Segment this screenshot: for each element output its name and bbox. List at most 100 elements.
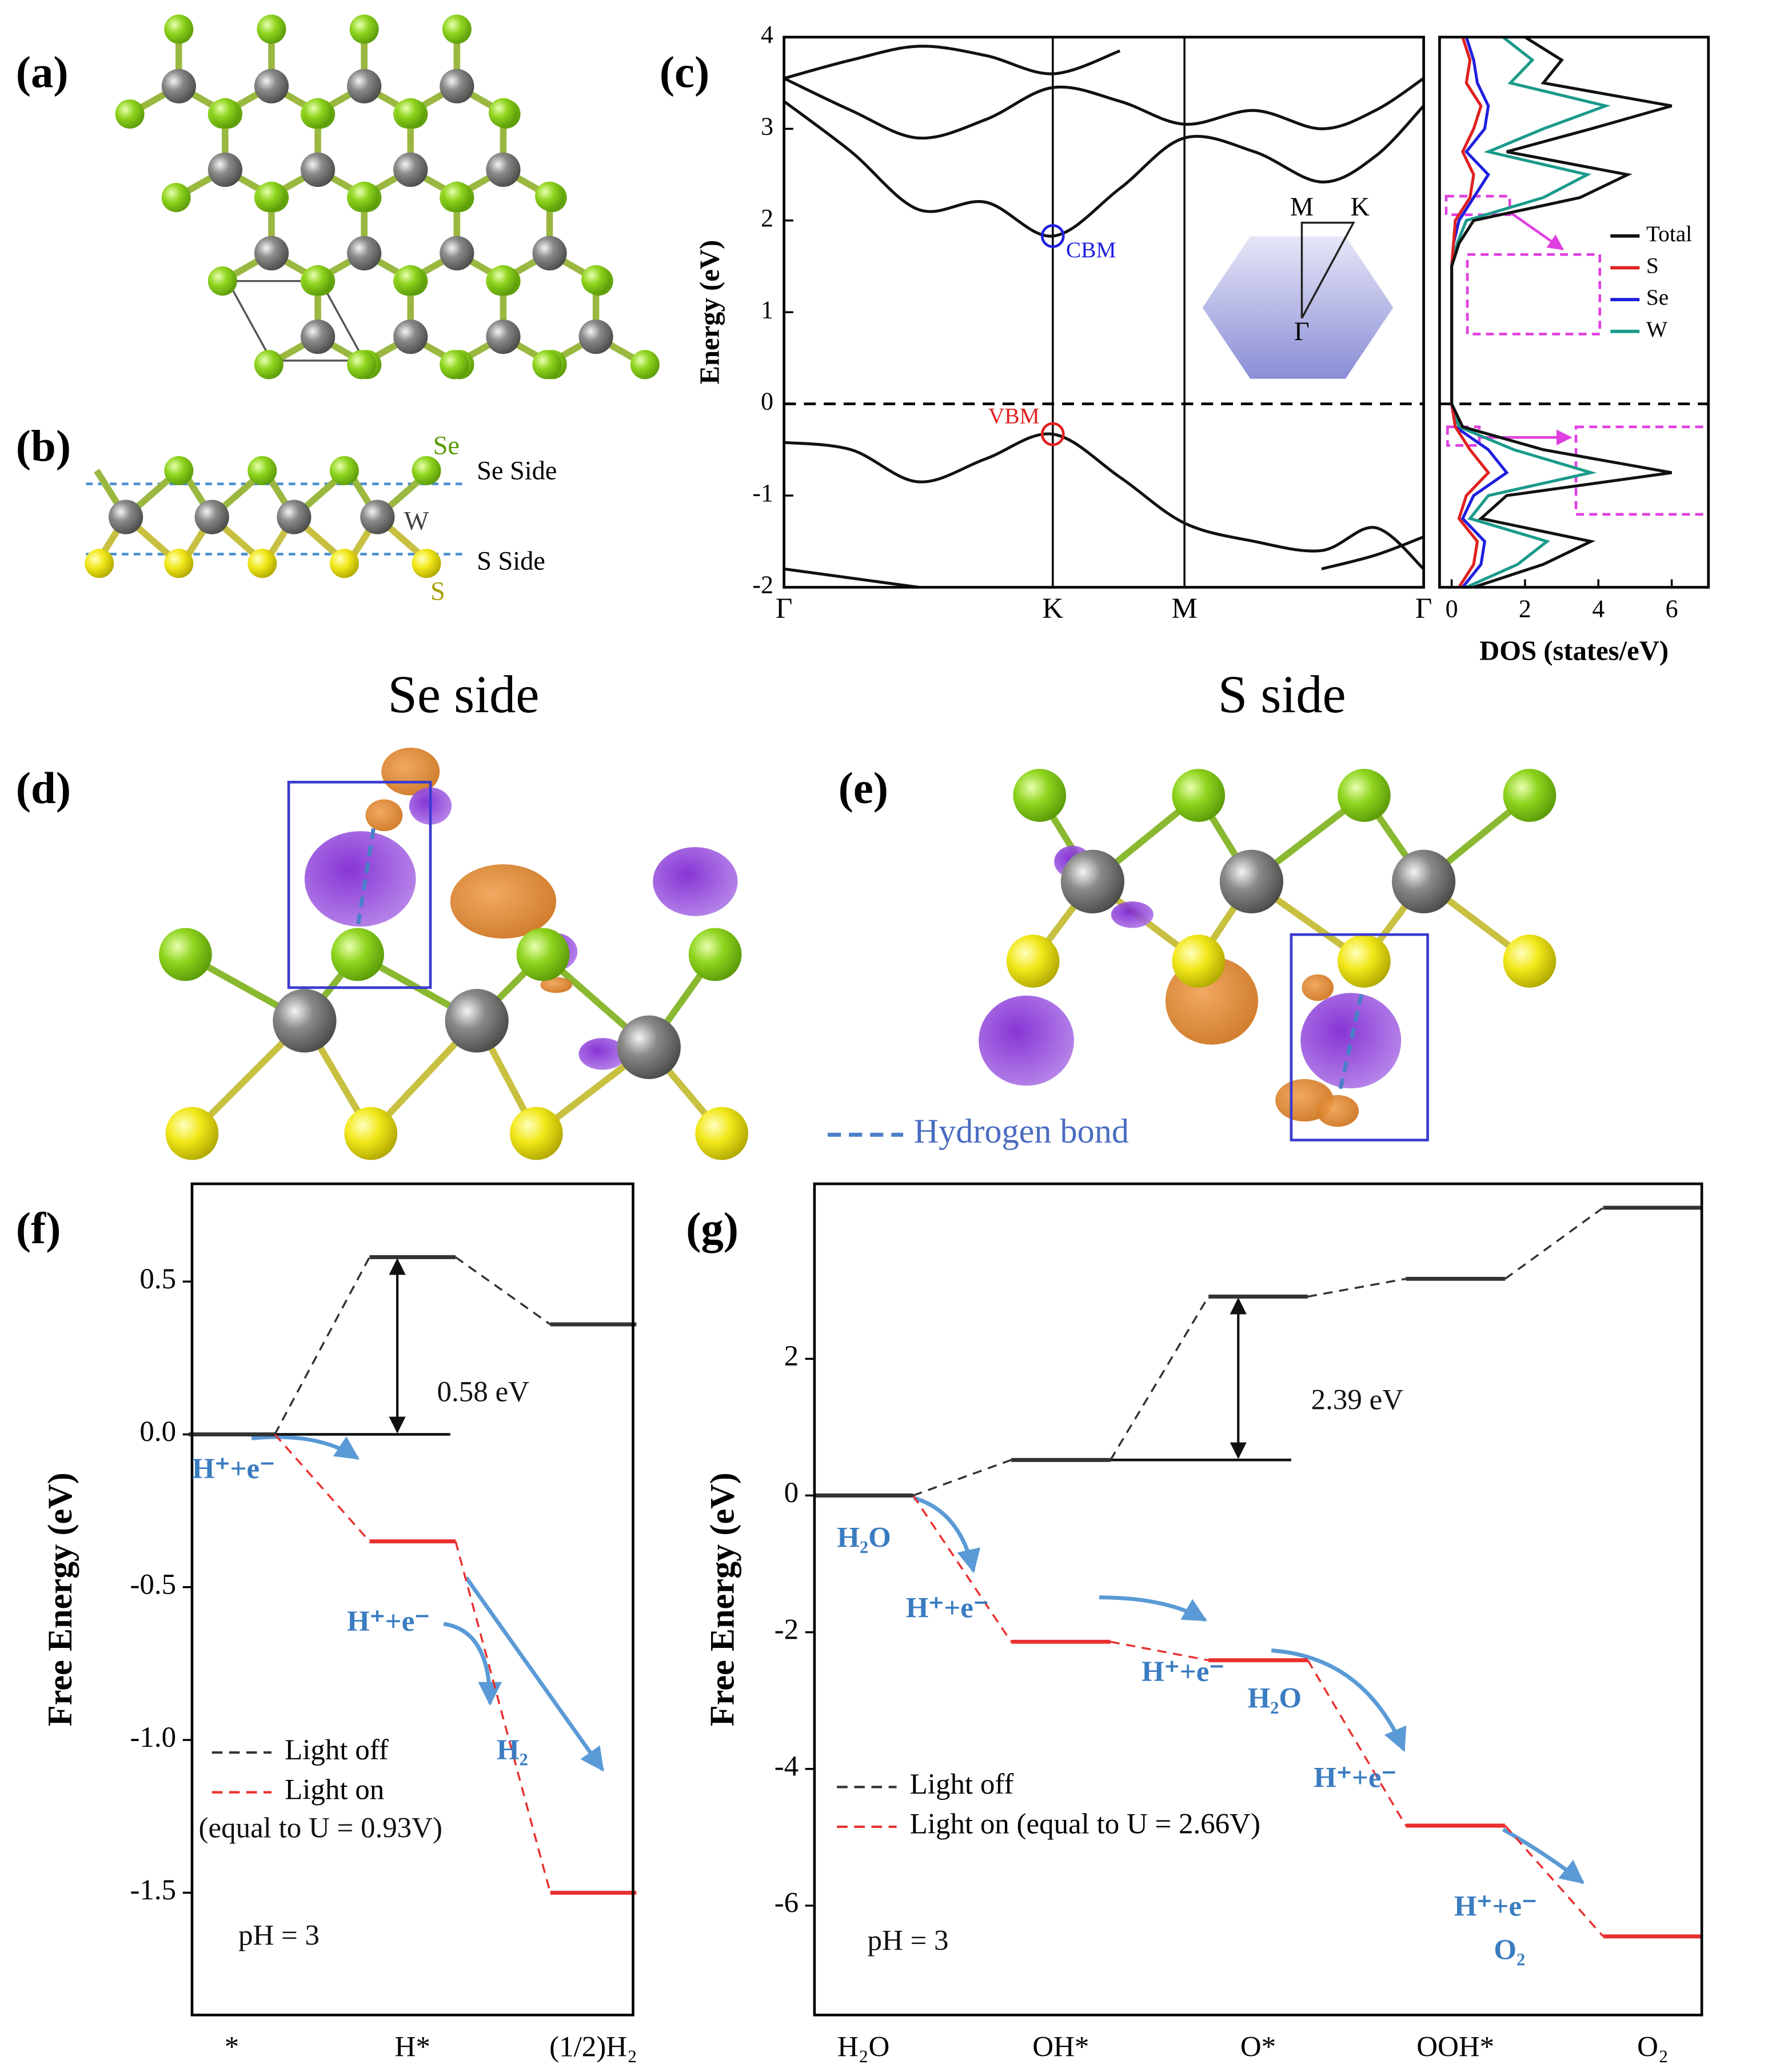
atom: [516, 928, 570, 981]
atom: [532, 350, 562, 380]
plot-frame: [783, 35, 1425, 589]
atom: [440, 69, 474, 103]
y-tick-label: 0: [761, 388, 773, 416]
atom: [164, 456, 194, 485]
side-view-structure: Se Se Side W S Side S: [85, 432, 557, 606]
y-axis-label: Free Energy (eV): [703, 1472, 741, 1726]
charge-density-se: [159, 748, 749, 1160]
connector: [454, 1541, 552, 1893]
legend-label: Hydrogen bond: [914, 1112, 1129, 1151]
panel-label: (g): [686, 1204, 739, 1253]
atom: [273, 989, 337, 1053]
charge-lobe: [1300, 993, 1402, 1089]
y-tick-label: 4: [761, 21, 773, 49]
process-arrow: [251, 1435, 360, 1460]
plot-frame: [190, 1182, 634, 2017]
annotation: H₂: [497, 1734, 528, 1766]
y-tick-label: -2: [775, 1614, 799, 1646]
plot-frame: [813, 1182, 1703, 2017]
y-tick-label: -4: [775, 1750, 799, 1782]
atom: [349, 181, 379, 211]
x-tick-label: K: [1042, 593, 1063, 625]
y-axis-label: Energy (eV): [695, 240, 725, 385]
atom: [85, 549, 114, 578]
annotation: H⁺+e⁻: [347, 1606, 430, 1638]
connector: [1504, 1825, 1604, 1937]
connector: [274, 1256, 370, 1435]
atom: [440, 350, 469, 380]
atom: [1172, 769, 1226, 822]
atom: [1060, 849, 1125, 913]
zoom-box: [1466, 253, 1602, 336]
charge-lobe: [450, 864, 557, 939]
connector: [1307, 1277, 1406, 1298]
y-axis-label: Free Energy (eV): [41, 1472, 79, 1726]
atom: [207, 152, 242, 187]
band: [783, 100, 1425, 238]
plot-frame: [1438, 35, 1710, 589]
x-tick-label: 4: [1592, 594, 1605, 622]
atom: [393, 152, 428, 187]
y-tick-label: 0.0: [139, 1416, 176, 1448]
charge-lobe: [578, 1037, 626, 1070]
connector: [912, 1495, 1012, 1643]
band: [783, 77, 1425, 140]
atom-label: Se: [433, 432, 460, 461]
atom: [360, 500, 395, 534]
x-tick-label: Γ: [1415, 593, 1432, 625]
y-tick-label: -0.5: [130, 1568, 176, 1600]
atom: [393, 319, 428, 354]
atom: [578, 319, 613, 354]
x-axis-label: Reaction Pathway: [288, 2070, 537, 2072]
atom: [347, 350, 376, 380]
atom: [347, 235, 382, 271]
y-tick-label: -6: [775, 1887, 799, 1919]
highlight-box: [1290, 933, 1429, 1141]
x-axis-label: DOS (states/eV): [1479, 636, 1669, 666]
annotation: H⁺+e⁻: [1454, 1890, 1537, 1922]
annotation: H₂O: [837, 1522, 891, 1554]
legend-label: W: [1646, 317, 1668, 342]
atom-label: S: [430, 577, 445, 606]
annotation: H⁺+e⁻: [906, 1592, 989, 1624]
x-tick-label: O*: [1240, 2031, 1276, 2063]
atom: [440, 235, 474, 271]
k-path: [1300, 221, 1355, 319]
atom: [1006, 935, 1060, 988]
process-arrow: [913, 1496, 981, 1574]
y-tick-label: 2: [761, 204, 773, 232]
atom: [1338, 935, 1391, 988]
y-tick-label: 0.5: [139, 1263, 176, 1295]
atom: [412, 456, 441, 485]
annotation: H⁺+e⁻: [192, 1453, 275, 1485]
atom: [303, 98, 333, 127]
panel-label: (b): [16, 422, 71, 472]
atom: [257, 14, 286, 44]
atom: [486, 319, 521, 354]
annotation: O₂: [1494, 1934, 1525, 1966]
x-tick-label: H₂O: [837, 2031, 889, 2063]
charge-density-s: [979, 769, 1557, 1141]
brillouin-zone: [1202, 236, 1394, 379]
atom: [445, 989, 509, 1053]
side-title: S side: [1218, 665, 1346, 724]
atom: [349, 14, 379, 44]
atom: [347, 69, 382, 103]
x-tick-label: *: [225, 2031, 239, 2063]
atom: [300, 319, 336, 354]
atom: [396, 265, 425, 294]
atom: [396, 98, 425, 127]
atom: [581, 265, 611, 294]
band-edge-label: VBM: [988, 404, 1040, 429]
atom: [329, 549, 359, 578]
atom: [161, 183, 191, 213]
connector: [274, 1434, 370, 1542]
zoom-arrow: [1508, 211, 1565, 250]
atom: [248, 549, 277, 578]
panel-labels: (a) (b) (c) (d) (e) (f) (g): [16, 48, 888, 1253]
y-tick-label: 1: [761, 296, 773, 324]
legend-label: Total: [1646, 221, 1692, 246]
atom: [254, 350, 284, 380]
dos-curve: [1450, 35, 1673, 589]
